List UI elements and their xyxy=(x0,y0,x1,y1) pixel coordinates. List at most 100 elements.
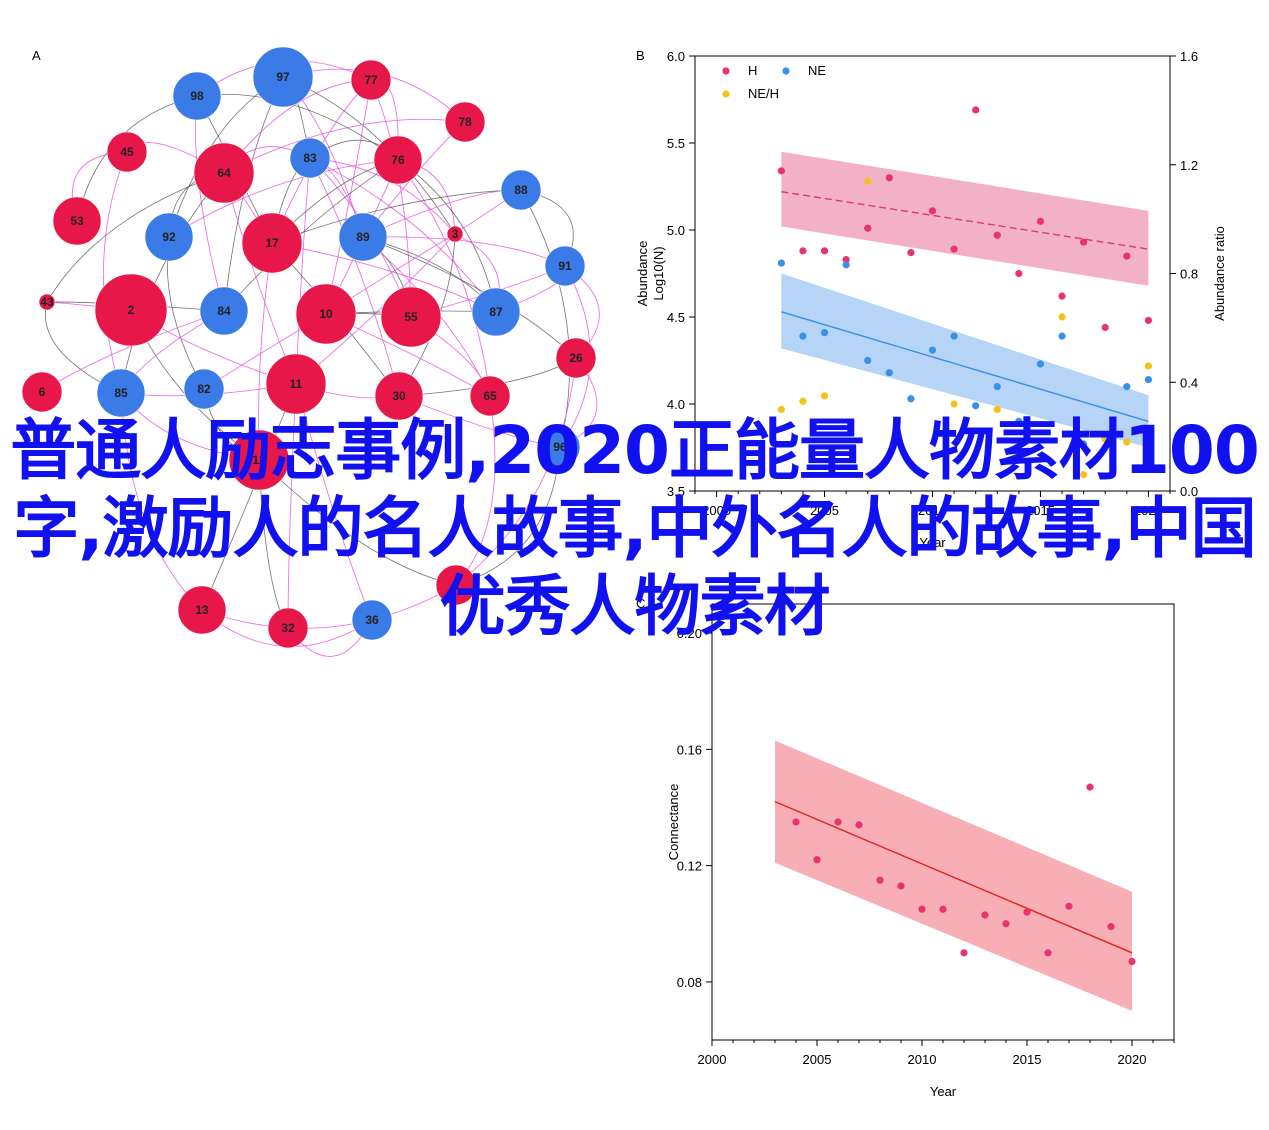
y-tick-label: 6.0 xyxy=(667,49,685,64)
network-node: 78 xyxy=(444,101,486,143)
network-node: 13 xyxy=(177,585,227,635)
data-point xyxy=(1086,783,1094,791)
network-node-circle xyxy=(500,169,542,211)
legend: H NE NE/H xyxy=(722,63,826,101)
network-node: 17 xyxy=(241,212,303,274)
network-node: 32 xyxy=(267,607,309,649)
network-node-label: 13 xyxy=(195,603,209,617)
data-point xyxy=(1144,316,1153,325)
network-edge xyxy=(271,189,522,244)
network-node: 2 xyxy=(94,273,168,347)
data-point xyxy=(1036,217,1045,225)
y-tick-label: 5.0 xyxy=(667,223,685,238)
data-point xyxy=(907,395,915,403)
network-node: 65 xyxy=(469,375,511,417)
network-node-circle xyxy=(469,375,511,417)
x-axis-title: Year xyxy=(930,1084,957,1099)
network-node: 88 xyxy=(500,169,542,211)
network-node-circle xyxy=(539,426,581,468)
data-point xyxy=(1080,471,1088,479)
network-node-circle xyxy=(289,137,331,179)
network-node-label: 10 xyxy=(319,307,333,321)
network-node-label: 98 xyxy=(190,89,204,103)
y2-tick-label: 0.4 xyxy=(1180,375,1198,390)
network-edge xyxy=(258,459,457,586)
network-node-label: 77 xyxy=(364,73,378,87)
legend-marker xyxy=(722,90,730,98)
data-point xyxy=(950,400,958,408)
x-tick-label: 2020 xyxy=(1134,503,1163,518)
network-node-label: 1 xyxy=(453,578,460,592)
x-tick-label: 2000 xyxy=(702,503,731,518)
network-edge xyxy=(120,172,225,394)
data-point xyxy=(792,818,800,826)
network-nodes: 97 77 98 78 45 64 83 76 88 53 92 17 89 3 91 43 2 84 10 55 87… xyxy=(21,46,597,649)
x-tick-label: 2020 xyxy=(1118,1052,1147,1067)
data-point xyxy=(855,821,863,829)
y-tick-label: 0.16 xyxy=(677,742,702,757)
network-node: 3 xyxy=(446,225,464,243)
network-panel: A 97 77 98 78 45 64 83 76 88 53 92 17 89 3 91 43 2 84 10 55… xyxy=(21,46,600,657)
data-point xyxy=(1123,438,1131,446)
network-node-circle xyxy=(351,599,393,641)
network-node-label: 17 xyxy=(265,236,279,250)
network-node-circle xyxy=(177,585,227,635)
network-node-label: 76 xyxy=(391,153,405,167)
data-point xyxy=(1044,949,1052,957)
network-edge xyxy=(258,242,273,461)
network-node-label: 45 xyxy=(120,145,134,159)
data-point xyxy=(972,106,980,114)
network-node: 36 xyxy=(351,599,393,641)
network-node: 1 xyxy=(435,564,477,606)
network-node-circle xyxy=(265,353,327,415)
x-tick-label: 2005 xyxy=(803,1052,832,1067)
trend-line xyxy=(781,191,1149,250)
data-point xyxy=(842,255,850,264)
network-node: 43 xyxy=(38,293,56,311)
network-node-label: 53 xyxy=(70,214,84,228)
network-edge xyxy=(520,189,570,448)
panel-label-c: C xyxy=(636,596,645,611)
network-node-circle xyxy=(380,286,442,348)
x-tick-label: 2010 xyxy=(918,503,947,518)
network-node: 92 xyxy=(144,212,194,262)
network-node-label: 84 xyxy=(217,304,231,318)
data-point xyxy=(928,346,937,354)
x-tick-label: 2005 xyxy=(810,503,839,518)
network-edge xyxy=(362,236,566,267)
data-point xyxy=(993,383,1001,391)
data-point xyxy=(897,882,905,890)
network-node-label: 64 xyxy=(217,166,231,180)
data-point xyxy=(1128,957,1136,966)
network-node-circle xyxy=(172,71,222,121)
network-node-label: 43 xyxy=(40,295,54,309)
network-node-circle xyxy=(267,607,309,649)
network-edge xyxy=(194,95,225,312)
x-tick-label: 2000 xyxy=(698,1052,727,1067)
data-point xyxy=(981,911,989,919)
network-node-label: 55 xyxy=(404,310,418,324)
network-node-circle xyxy=(52,196,102,246)
data-point xyxy=(1107,923,1115,931)
y-tick-label: 0.20 xyxy=(677,626,702,641)
data-point xyxy=(1144,362,1153,370)
network-node: 10 xyxy=(295,283,357,345)
y-tick-label: 3.5 xyxy=(667,484,685,499)
network-node-circle xyxy=(106,131,148,173)
network-node-label: 30 xyxy=(392,389,406,403)
network-node-circle xyxy=(94,273,168,347)
y-tick-label: 4.0 xyxy=(667,397,685,412)
network-node-label: 96 xyxy=(553,440,567,454)
data-point xyxy=(820,329,829,337)
x-tick-label: 2010 xyxy=(908,1052,937,1067)
x-tick-label: 2015 xyxy=(1013,1052,1042,1067)
y2-axis-title: Abundance ratio xyxy=(1212,226,1227,321)
legend-label: NE/H xyxy=(748,86,779,101)
data-point xyxy=(950,245,958,253)
network-edge xyxy=(455,357,577,586)
network-node: 30 xyxy=(374,371,424,421)
network-node-label: 11 xyxy=(290,377,303,391)
network-node: 55 xyxy=(380,286,442,348)
network-node: 26 xyxy=(555,337,597,379)
